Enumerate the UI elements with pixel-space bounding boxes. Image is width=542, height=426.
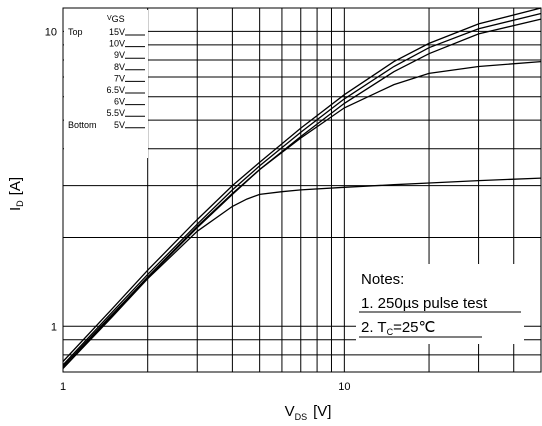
notes-box: Notes: 1. 250µs pulse test 2. TC=25℃: [356, 264, 524, 344]
series-line-1: [62, 7, 542, 362]
y-tick-labels: 1 10: [45, 26, 57, 333]
legend-entry-label: 6V: [114, 97, 125, 107]
legend-entry-label: 9V: [114, 50, 125, 60]
x-axis-label: VDS [V]: [285, 403, 332, 422]
series-line-2: [62, 12, 542, 366]
y-axis-label: ID[A]: [7, 177, 25, 211]
y-tick-label: 1: [51, 321, 57, 333]
series-line-5: [62, 177, 542, 369]
legend-top-label: Top: [68, 27, 83, 37]
series-line-4: [62, 60, 542, 368]
notes-background: [356, 264, 524, 344]
notes-line-1: 1. 250µs pulse test: [361, 295, 488, 312]
legend-entry-label: 5.5V: [106, 108, 125, 118]
legend-entry-label: 6.5V: [106, 85, 125, 95]
notes-line-2: 2. TC=25℃: [361, 319, 435, 337]
legend-entry-label: 10V: [109, 39, 125, 49]
x-tick-label: 10: [338, 381, 350, 393]
x-tick-labels: 1 10: [60, 381, 351, 393]
notes-title: Notes:: [361, 271, 404, 288]
plot-frame: [62, 7, 542, 373]
series-group: [62, 7, 542, 369]
legend-bottom-label: Bottom: [68, 120, 97, 130]
legend-entry-label: 7V: [114, 73, 125, 83]
legend-header: VGS: [107, 14, 125, 24]
x-tick-label: 1: [60, 381, 66, 393]
legend-entry-label: 5V: [114, 120, 125, 130]
legend-entry-label: 15V: [109, 27, 125, 37]
y-tick-label: 10: [45, 26, 57, 38]
legend-entry-label: 8V: [114, 62, 125, 72]
